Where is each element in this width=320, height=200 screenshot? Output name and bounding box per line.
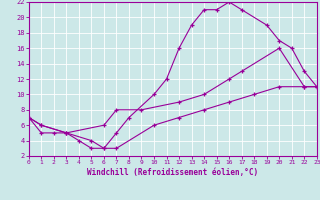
X-axis label: Windchill (Refroidissement éolien,°C): Windchill (Refroidissement éolien,°C) xyxy=(87,168,258,177)
